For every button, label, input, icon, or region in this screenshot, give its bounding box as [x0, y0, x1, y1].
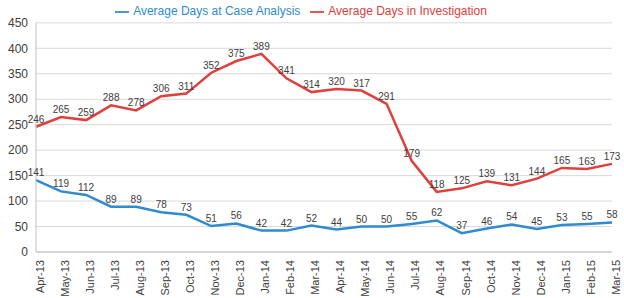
svg-text:May-14: May-14: [359, 260, 371, 297]
svg-text:246: 246: [28, 114, 45, 125]
svg-text:118: 118: [429, 179, 445, 190]
svg-text:Jan-14: Jan-14: [259, 260, 271, 294]
svg-text:50: 50: [381, 214, 393, 225]
svg-text:Feb-14: Feb-14: [284, 260, 296, 295]
svg-text:89: 89: [131, 194, 143, 205]
svg-text:389: 389: [253, 41, 270, 52]
svg-text:Jun-13: Jun-13: [84, 260, 96, 294]
svg-text:173: 173: [604, 151, 616, 162]
svg-text:44: 44: [331, 217, 343, 228]
svg-text:320: 320: [328, 76, 345, 87]
svg-text:125: 125: [453, 175, 470, 186]
svg-text:51: 51: [206, 213, 218, 224]
svg-text:139: 139: [478, 168, 495, 179]
svg-text:52: 52: [306, 213, 318, 224]
svg-text:Sep-13: Sep-13: [159, 260, 171, 295]
svg-text:350: 350: [8, 67, 28, 81]
svg-text:Sep-14: Sep-14: [460, 260, 472, 295]
svg-text:179: 179: [403, 148, 420, 159]
svg-text:Aug-14: Aug-14: [435, 260, 447, 295]
svg-text:54: 54: [506, 211, 518, 222]
svg-text:311: 311: [178, 81, 194, 92]
svg-text:56: 56: [231, 210, 243, 221]
html-text:Average Days in Investigation: Average Days in Investigation: [328, 4, 487, 18]
svg-text:55: 55: [406, 211, 418, 222]
svg-text:259: 259: [78, 107, 95, 118]
svg-text:163: 163: [579, 156, 596, 167]
svg-text:62: 62: [431, 207, 443, 218]
svg-text:144: 144: [529, 166, 546, 177]
svg-text:265: 265: [53, 104, 70, 115]
svg-text:291: 291: [378, 91, 395, 102]
svg-text:42: 42: [281, 218, 293, 229]
svg-text:119: 119: [53, 178, 69, 189]
svg-text:278: 278: [128, 97, 145, 108]
svg-text:200: 200: [8, 143, 28, 157]
svg-text:450: 450: [8, 16, 28, 30]
svg-text:317: 317: [353, 78, 370, 89]
svg-text:375: 375: [228, 48, 245, 59]
svg-text:131: 131: [503, 172, 520, 183]
svg-text:50: 50: [15, 220, 29, 234]
svg-text:Nov-14: Nov-14: [510, 260, 522, 295]
svg-text:Aug-13: Aug-13: [134, 260, 146, 295]
svg-text:42: 42: [256, 218, 268, 229]
svg-text:0: 0: [21, 245, 28, 259]
svg-text:73: 73: [181, 202, 193, 213]
svg-text:55: 55: [581, 211, 593, 222]
svg-text:53: 53: [556, 212, 568, 223]
svg-text:50: 50: [356, 214, 368, 225]
svg-text:45: 45: [531, 216, 543, 227]
svg-text:Mar-14: Mar-14: [309, 260, 321, 295]
svg-text:Oct-14: Oct-14: [485, 260, 497, 293]
svg-text:314: 314: [303, 79, 320, 90]
svg-text:Oct-13: Oct-13: [184, 260, 196, 293]
svg-text:37: 37: [456, 220, 468, 231]
svg-text:78: 78: [156, 199, 168, 210]
svg-text:Nov-13: Nov-13: [209, 260, 221, 295]
svg-text:112: 112: [78, 182, 94, 193]
svg-text:Feb-15: Feb-15: [585, 260, 597, 295]
svg-text:Jul-13: Jul-13: [109, 260, 121, 290]
svg-text:Jul-14: Jul-14: [409, 260, 421, 290]
svg-text:Mar-15: Mar-15: [610, 260, 616, 295]
svg-text:Dec-13: Dec-13: [234, 260, 246, 295]
svg-text:250: 250: [8, 118, 28, 132]
svg-text:341: 341: [278, 65, 295, 76]
svg-text:Jan-15: Jan-15: [560, 260, 572, 294]
svg-text:400: 400: [8, 42, 28, 56]
svg-text:300: 300: [8, 92, 28, 106]
svg-text:Dec-14: Dec-14: [535, 260, 547, 295]
svg-text:Jun-14: Jun-14: [384, 260, 396, 294]
svg-text:Apr-14: Apr-14: [334, 260, 346, 293]
svg-text:165: 165: [554, 155, 571, 166]
svg-text:306: 306: [153, 83, 170, 94]
svg-text:150: 150: [8, 169, 28, 183]
svg-text:100: 100: [8, 194, 28, 208]
svg-text:46: 46: [481, 216, 493, 227]
svg-text:58: 58: [606, 209, 616, 220]
svg-text:141: 141: [28, 167, 45, 178]
svg-text:May-13: May-13: [59, 260, 71, 297]
svg-text:352: 352: [203, 60, 220, 71]
html-text:Average Days at Case Analysis: Average Days at Case Analysis: [133, 4, 301, 18]
svg-text:288: 288: [103, 92, 120, 103]
svg-text:89: 89: [106, 194, 118, 205]
svg-text:Apr-13: Apr-13: [34, 260, 46, 293]
